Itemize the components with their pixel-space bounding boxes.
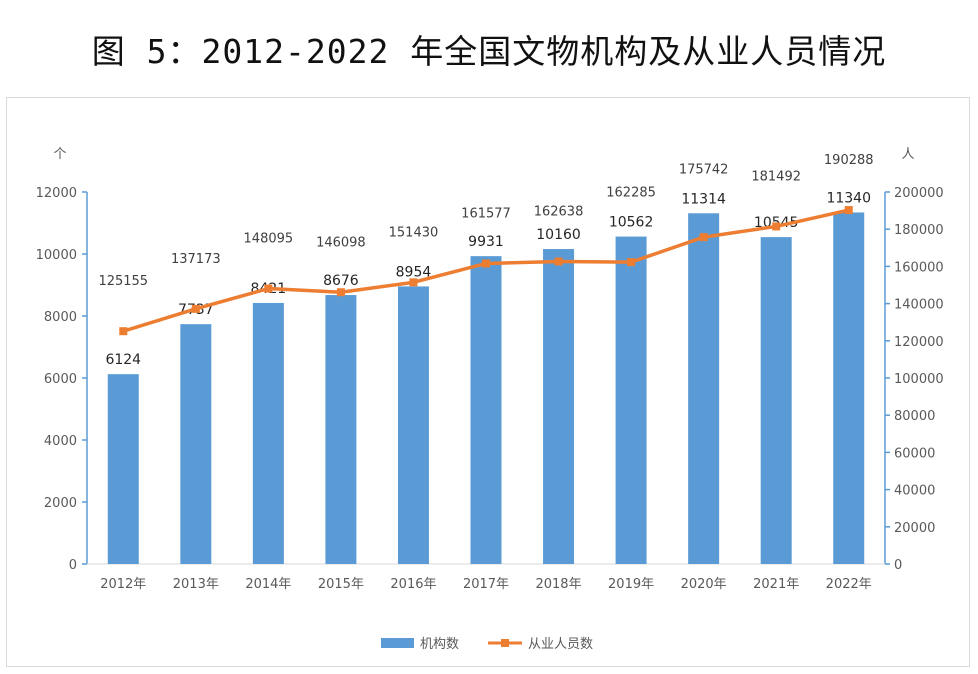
line-data-label: 161577 — [461, 206, 511, 221]
bar — [760, 237, 792, 565]
line-point — [772, 222, 781, 231]
line-point — [554, 257, 563, 266]
bar — [833, 212, 865, 564]
left-axis-tick-label: 6000 — [44, 372, 77, 387]
x-axis-tick-label: 2013年 — [173, 577, 219, 592]
left-axis-tick-label: 4000 — [44, 434, 77, 449]
right-axis-tick-label: 0 — [894, 558, 902, 573]
x-axis-tick-label: 2022年 — [826, 577, 872, 592]
bar — [397, 286, 429, 564]
bar — [325, 295, 357, 564]
bar — [470, 256, 502, 564]
x-axis-tick-label: 2019年 — [608, 577, 654, 592]
x-axis-tick-label: 2017年 — [463, 577, 509, 592]
line-point — [699, 233, 708, 242]
x-axis-tick-label: 2018年 — [535, 577, 581, 592]
right-axis-tick-label: 160000 — [894, 260, 944, 275]
line-point — [409, 278, 418, 287]
bar-data-label: 10160 — [536, 227, 581, 243]
right-axis-tick-label: 80000 — [894, 409, 935, 424]
bar-data-label: 11340 — [826, 190, 871, 206]
chart-frame — [6, 97, 970, 667]
x-axis-tick-label: 2021年 — [753, 577, 799, 592]
left-axis-tick-label: 0 — [69, 558, 77, 573]
x-axis-tick-label: 2015年 — [318, 577, 364, 592]
line-point — [264, 284, 273, 293]
right-axis-tick-label: 60000 — [894, 446, 935, 461]
bar — [252, 302, 284, 564]
left-axis-unit: 个 — [53, 147, 66, 162]
line-point — [482, 259, 490, 268]
line-data-label: 148095 — [244, 232, 294, 247]
right-axis-tick-label: 180000 — [894, 223, 944, 238]
right-axis-tick-label: 40000 — [894, 484, 935, 499]
line-data-label: 137173 — [171, 252, 221, 267]
line-data-label: 181492 — [751, 169, 801, 184]
legend-swatch-marker — [501, 639, 509, 647]
bar — [107, 374, 139, 564]
left-axis-tick-label: 8000 — [44, 310, 77, 325]
line-data-label: 146098 — [316, 235, 366, 250]
left-axis-tick-label: 10000 — [36, 248, 77, 263]
bar — [543, 249, 575, 565]
bar — [180, 324, 212, 564]
x-axis-tick-label: 2014年 — [245, 577, 291, 592]
line-point — [119, 327, 128, 336]
left-axis-tick-label: 2000 — [44, 496, 77, 511]
right-axis-tick-label: 140000 — [894, 298, 944, 313]
bar-data-label: 8676 — [323, 273, 359, 289]
line-data-label: 190288 — [824, 153, 874, 168]
line-data-label: 162285 — [606, 186, 656, 201]
line-point — [336, 288, 345, 297]
right-axis-tick-label: 120000 — [894, 335, 944, 350]
x-axis-tick-label: 2016年 — [390, 577, 436, 592]
chart-title: 图 5：2012-2022 年全国文物机构及从业人员情况 — [91, 32, 887, 71]
bar-data-label: 11314 — [681, 191, 726, 207]
line-data-label: 125155 — [98, 274, 148, 289]
line-point — [627, 258, 636, 267]
x-axis-tick-label: 2012年 — [100, 577, 146, 592]
line-point — [191, 304, 200, 313]
legend-label-line: 从业人员数 — [528, 637, 593, 652]
bar-data-label: 10562 — [609, 215, 654, 231]
right-axis-tick-label: 200000 — [894, 186, 944, 201]
bar-data-label: 6124 — [105, 352, 141, 368]
right-axis-tick-label: 20000 — [894, 521, 935, 536]
bar — [615, 236, 647, 564]
bar-data-label: 8954 — [396, 264, 432, 280]
bar-data-label: 9931 — [468, 234, 504, 250]
line-data-label: 175742 — [679, 162, 729, 177]
right-axis-tick-label: 100000 — [894, 372, 944, 387]
right-axis-unit: 人 — [901, 147, 914, 162]
left-axis-tick-label: 12000 — [36, 186, 77, 201]
line-data-label: 151430 — [389, 225, 439, 240]
legend-swatch-bar — [381, 638, 414, 648]
legend-label-bar: 机构数 — [420, 637, 459, 652]
bar — [688, 213, 720, 565]
line-point — [844, 206, 853, 215]
x-axis-tick-label: 2020年 — [681, 577, 727, 592]
line-data-label: 162638 — [534, 204, 584, 219]
